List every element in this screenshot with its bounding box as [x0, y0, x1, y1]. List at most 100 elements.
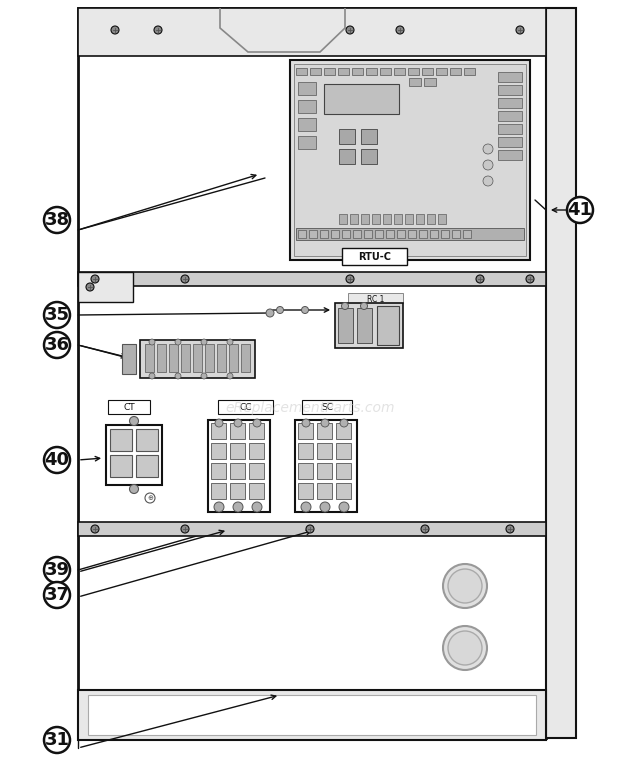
- Text: 35: 35: [45, 306, 69, 324]
- Bar: [145, 344, 154, 372]
- Bar: [498, 150, 522, 160]
- Circle shape: [483, 144, 493, 154]
- Bar: [249, 483, 264, 499]
- Bar: [498, 72, 522, 82]
- Bar: [296, 228, 524, 240]
- Circle shape: [154, 26, 162, 34]
- Bar: [230, 463, 245, 479]
- Bar: [298, 136, 316, 149]
- Bar: [230, 443, 245, 459]
- Bar: [436, 68, 447, 75]
- Bar: [372, 214, 380, 224]
- Circle shape: [201, 339, 207, 345]
- Bar: [294, 64, 526, 256]
- Circle shape: [111, 26, 119, 34]
- Bar: [361, 129, 377, 144]
- Bar: [157, 344, 166, 372]
- Bar: [78, 272, 133, 302]
- Circle shape: [266, 309, 274, 317]
- Bar: [338, 68, 349, 75]
- Bar: [78, 690, 546, 740]
- Bar: [336, 483, 351, 499]
- Bar: [211, 423, 226, 439]
- Bar: [181, 344, 190, 372]
- Bar: [78, 8, 546, 56]
- Bar: [230, 483, 245, 499]
- Circle shape: [360, 302, 368, 309]
- Bar: [249, 423, 264, 439]
- Bar: [298, 118, 316, 131]
- Circle shape: [320, 502, 330, 512]
- Bar: [357, 308, 372, 343]
- Bar: [430, 230, 438, 238]
- Circle shape: [342, 302, 348, 309]
- Bar: [498, 137, 522, 147]
- Circle shape: [301, 306, 309, 314]
- Circle shape: [44, 582, 70, 608]
- Circle shape: [91, 525, 99, 533]
- Text: eReplacementParts.com: eReplacementParts.com: [225, 401, 395, 415]
- Circle shape: [233, 502, 243, 512]
- Text: SC: SC: [321, 402, 333, 412]
- Circle shape: [506, 525, 514, 533]
- Bar: [336, 463, 351, 479]
- Circle shape: [44, 727, 70, 753]
- Bar: [208, 420, 270, 512]
- Bar: [295, 420, 357, 512]
- Text: RC 1: RC 1: [367, 294, 384, 304]
- Circle shape: [346, 26, 354, 34]
- Bar: [366, 68, 377, 75]
- Bar: [464, 68, 475, 75]
- Bar: [405, 214, 413, 224]
- Bar: [78, 522, 546, 536]
- Bar: [296, 68, 307, 75]
- Circle shape: [86, 283, 94, 291]
- Circle shape: [476, 275, 484, 283]
- Bar: [416, 214, 424, 224]
- Circle shape: [252, 502, 262, 512]
- Bar: [298, 230, 306, 238]
- Bar: [408, 68, 419, 75]
- Bar: [336, 443, 351, 459]
- Bar: [108, 400, 150, 414]
- Text: 37: 37: [45, 586, 69, 604]
- Bar: [339, 214, 347, 224]
- Bar: [317, 423, 332, 439]
- Circle shape: [145, 493, 155, 503]
- Circle shape: [483, 160, 493, 170]
- Text: CC: CC: [239, 402, 252, 412]
- Bar: [361, 214, 369, 224]
- Bar: [394, 214, 402, 224]
- Bar: [298, 483, 313, 499]
- Bar: [377, 306, 399, 345]
- Bar: [350, 214, 358, 224]
- Circle shape: [526, 275, 534, 283]
- Bar: [408, 230, 416, 238]
- Circle shape: [448, 569, 482, 603]
- Circle shape: [340, 419, 348, 427]
- Bar: [336, 423, 351, 439]
- Bar: [386, 230, 394, 238]
- Bar: [136, 455, 158, 477]
- Circle shape: [175, 373, 181, 379]
- Bar: [230, 423, 245, 439]
- Circle shape: [253, 419, 261, 427]
- Bar: [78, 272, 546, 286]
- Bar: [298, 463, 313, 479]
- Bar: [106, 425, 162, 485]
- Bar: [320, 230, 328, 238]
- Bar: [241, 344, 250, 372]
- Bar: [331, 230, 339, 238]
- Bar: [348, 293, 403, 303]
- Bar: [324, 84, 399, 114]
- Circle shape: [44, 557, 70, 583]
- Text: 39: 39: [45, 561, 69, 579]
- Circle shape: [227, 339, 233, 345]
- Text: 40: 40: [45, 451, 69, 469]
- Bar: [498, 98, 522, 108]
- Circle shape: [306, 525, 314, 533]
- Bar: [310, 68, 321, 75]
- Circle shape: [130, 416, 138, 425]
- Circle shape: [277, 306, 283, 314]
- Circle shape: [234, 419, 242, 427]
